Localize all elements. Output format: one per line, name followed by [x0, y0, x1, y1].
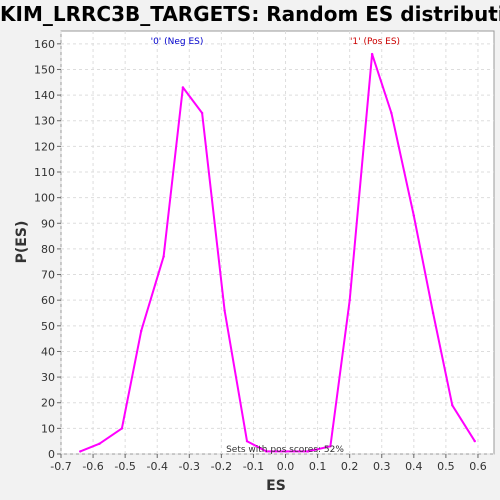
x-tick-label: -0.4: [146, 460, 167, 473]
x-tick-label: 0.5: [437, 460, 455, 473]
x-tick-label: 0.0: [277, 460, 295, 473]
y-tick-label: 160: [34, 38, 55, 51]
data-point: [412, 214, 416, 217]
pos-scores-footer: Sets with pos scores: 52%: [226, 445, 344, 455]
data-point: [451, 404, 454, 407]
data-point: [120, 427, 124, 430]
series-layer: [79, 52, 476, 453]
data-point: [473, 439, 476, 443]
data-point: [181, 86, 185, 89]
x-tick-label: 0.2: [341, 460, 359, 473]
data-point: [329, 445, 332, 448]
data-point: [79, 450, 82, 453]
y-tick-label: 90: [41, 217, 55, 230]
data-point: [162, 255, 165, 258]
x-tick-label: 0.6: [469, 460, 487, 473]
neg-es-annotation: '0' (Neg ES): [151, 37, 204, 47]
y-tick-label: 20: [41, 397, 55, 410]
data-point: [370, 52, 374, 56]
y-tick-label: 110: [34, 166, 55, 179]
y-tick-label: 70: [41, 269, 55, 282]
data-point: [431, 311, 435, 315]
x-axis-ticks: -0.7 -0.6 -0.5 -0.4 -0.3 -0.2 -0.1 0.0 0.1 0.2 0.3…: [50, 454, 487, 473]
x-tick-label: -0.6: [82, 460, 103, 473]
x-tick-label: -0.7: [50, 460, 71, 473]
data-point: [139, 329, 143, 333]
data-point: [245, 439, 249, 443]
data-point: [200, 111, 204, 115]
y-axis-ticks: 0 10 20 30 40 50 60 70 80 90 100 110 120 130 140 150 160: [34, 38, 61, 461]
data-point: [390, 111, 393, 115]
y-tick-label: 0: [48, 448, 55, 461]
x-tick-label: -0.5: [114, 460, 135, 473]
data-point: [284, 450, 287, 453]
series-line: [79, 53, 476, 453]
data-point: [348, 298, 351, 302]
x-tick-label: 0.4: [405, 460, 423, 473]
y-axis-label: P(ES): [14, 221, 30, 264]
y-tick-label: 140: [34, 89, 55, 102]
x-tick-label: -0.1: [243, 460, 264, 473]
grid-lines: [60, 31, 494, 455]
data-point: [306, 450, 310, 453]
y-tick-label: 10: [41, 422, 55, 435]
y-tick-label: 100: [34, 192, 55, 205]
data-point: [98, 442, 101, 445]
y-tick-label: 150: [34, 63, 55, 76]
y-tick-label: 80: [41, 243, 55, 256]
y-tick-label: 30: [41, 371, 55, 384]
x-axis-label: ES: [266, 478, 286, 494]
y-tick-label: 40: [41, 345, 55, 358]
data-point: [223, 309, 226, 312]
x-tick-label: -0.3: [179, 460, 200, 473]
x-tick-label: -0.2: [211, 460, 232, 473]
data-point: [265, 450, 268, 453]
y-tick-label: 60: [41, 294, 55, 307]
x-tick-label: 0.3: [373, 460, 391, 473]
chart-title: KIM_LRRC3B_TARGETS: Random ES distributi…: [0, 2, 500, 26]
y-tick-label: 50: [41, 320, 55, 333]
x-tick-label: 0.1: [309, 460, 327, 473]
pos-es-annotation: '1' (Pos ES): [350, 37, 400, 47]
y-tick-label: 130: [34, 115, 55, 128]
y-tick-label: 120: [34, 140, 55, 153]
plot-area: [60, 30, 495, 455]
